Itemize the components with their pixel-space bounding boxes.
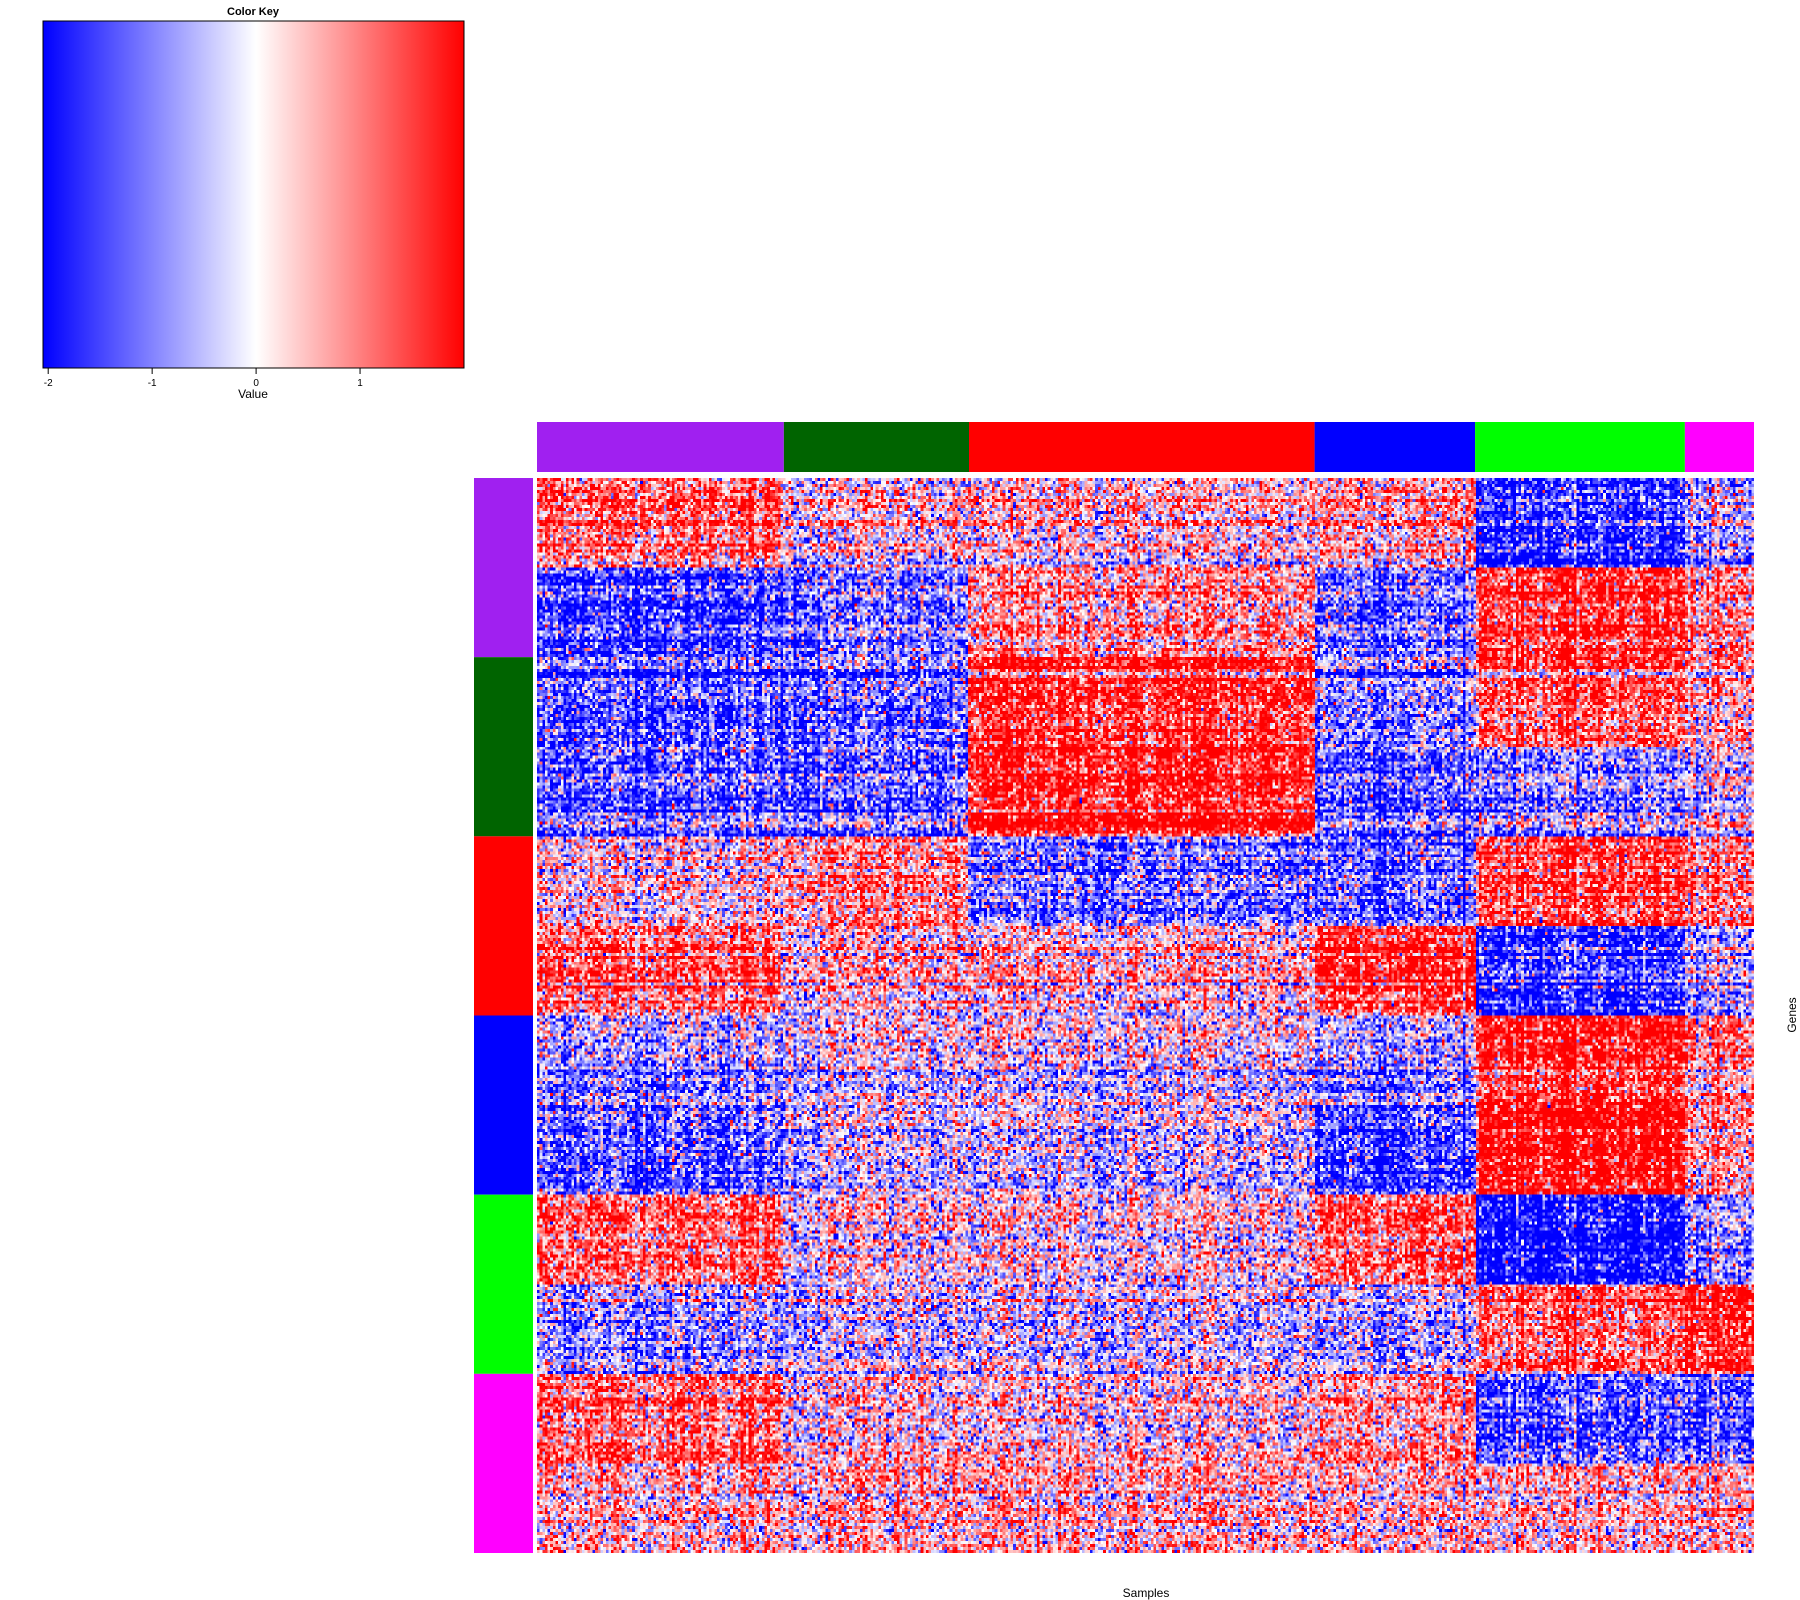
color-key-label: Value xyxy=(238,387,268,401)
row-side-colors xyxy=(474,478,533,1553)
column-group-color xyxy=(1314,422,1476,472)
x-axis-label: Samples xyxy=(1123,1586,1170,1600)
color-key: Color Key -2 -1 0 1 Value xyxy=(42,6,465,401)
column-group-color xyxy=(968,422,1315,472)
row-group-color xyxy=(474,478,533,658)
color-key-tick-label: -2 xyxy=(44,378,53,389)
color-key-tick-label: 0 xyxy=(253,378,259,389)
heatmap-body xyxy=(537,478,1754,1553)
heatmap-cells xyxy=(537,478,1754,1553)
column-group-color xyxy=(783,422,969,472)
y-axis-label: Genes xyxy=(1785,997,1799,1032)
column-side-colors xyxy=(537,422,1754,472)
column-group-color xyxy=(1684,422,1754,472)
column-group-color xyxy=(537,422,784,472)
color-key-axis: -2 -1 0 1 xyxy=(44,367,363,389)
row-group-color xyxy=(474,836,533,1016)
column-group-color xyxy=(1475,422,1685,472)
row-group-color xyxy=(474,1015,533,1195)
color-key-title: Color Key xyxy=(227,6,280,18)
color-key-tick-label: 1 xyxy=(357,378,363,389)
color-key-gradient xyxy=(42,20,465,369)
row-group-color xyxy=(474,1194,533,1374)
row-group-color xyxy=(474,657,533,837)
row-group-color xyxy=(474,1373,533,1553)
color-key-tick-label: -1 xyxy=(148,378,157,389)
